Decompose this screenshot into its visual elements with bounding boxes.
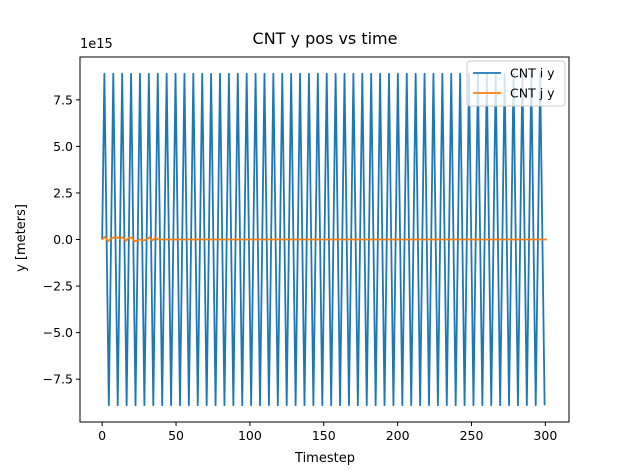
y-tick-label: 0.0 bbox=[53, 232, 73, 247]
x-tick-label: 0 bbox=[98, 428, 106, 443]
x-tick-label: 300 bbox=[533, 428, 557, 443]
y-tick-label: −2.5 bbox=[43, 279, 73, 294]
series-line-1 bbox=[101, 72, 546, 407]
plot-area: 0 50 100 150 200 250 300 −7.5 −5.0 −2.5 0.0 2.5 5.0 7… bbox=[43, 56, 570, 443]
x-tick-label: 150 bbox=[312, 428, 336, 443]
legend-label-1: CNT i y bbox=[510, 66, 555, 81]
y-tick-label: 7.5 bbox=[53, 92, 73, 107]
legend-label-2: CNT j y bbox=[510, 86, 555, 101]
x-tick-label: 250 bbox=[460, 428, 484, 443]
chart-title: CNT y pos vs time bbox=[253, 29, 398, 48]
y-tick-label: 5.0 bbox=[53, 139, 73, 154]
legend: CNT i y CNT j y bbox=[466, 60, 566, 107]
y-tick-label: 2.5 bbox=[53, 185, 73, 200]
series-line-2 bbox=[101, 235, 547, 243]
y-offset-label: 1e15 bbox=[80, 37, 113, 52]
y-tick-label: −7.5 bbox=[43, 372, 73, 387]
x-tick-label: 200 bbox=[386, 428, 410, 443]
y-tick-label: −5.0 bbox=[43, 325, 73, 340]
y-axis-label: y [meters] bbox=[14, 204, 29, 272]
x-axis-label: Timestep bbox=[294, 451, 355, 466]
x-tick-label: 50 bbox=[168, 428, 184, 443]
x-tick-label: 100 bbox=[238, 428, 262, 443]
